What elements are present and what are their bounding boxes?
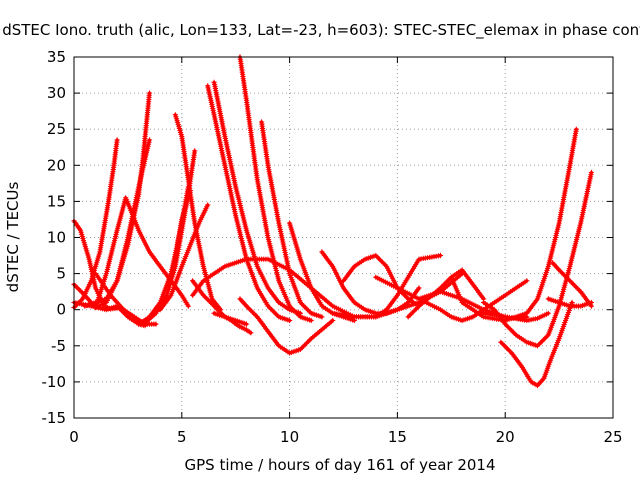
series-arc-7	[93, 271, 159, 327]
series-markers	[481, 310, 551, 324]
y-tick-label: 20	[47, 156, 66, 174]
series-arc-20	[259, 119, 325, 320]
series-arc-18	[237, 296, 336, 356]
series-arc-33	[481, 310, 551, 324]
x-tick-label: 20	[496, 428, 515, 446]
series-arc-25	[373, 274, 530, 324]
series-markers	[211, 310, 254, 336]
x-tick-label: 10	[280, 428, 299, 446]
series-arc-16	[237, 54, 314, 324]
x-tick-label: 15	[388, 428, 407, 446]
series-markers	[172, 112, 224, 313]
series-markers	[93, 271, 159, 327]
x-tick-label: 0	[69, 428, 79, 446]
series-arc-17	[211, 310, 254, 336]
y-tick-label: 35	[47, 48, 66, 66]
series-arc-30	[498, 299, 575, 389]
series-arc-10	[157, 202, 211, 313]
series-markers	[448, 126, 579, 324]
series-arc-24	[330, 252, 444, 320]
series-arc-12	[174, 188, 193, 248]
series-markers	[237, 296, 336, 356]
y-tick-label: 10	[47, 229, 66, 247]
x-tick-label: 25	[603, 428, 622, 446]
series-markers	[205, 83, 293, 324]
y-tick-label: -10	[42, 373, 67, 391]
y-tick-label: 0	[56, 301, 66, 319]
y-tick-label: 30	[47, 84, 66, 102]
axis-ticks	[73, 56, 614, 419]
data-series-layer	[71, 54, 594, 389]
y-axis-label: dSTEC / TECUs	[4, 181, 22, 292]
series-markers	[481, 169, 594, 349]
series-arc-28	[448, 126, 579, 324]
series-arc-15	[211, 79, 303, 316]
y-tick-label: 25	[47, 120, 66, 138]
x-tick-labels: 0 5 10 15 20 25	[69, 428, 622, 446]
series-markers	[71, 90, 153, 311]
chart-title: dSTEC Iono. truth (alic, Lon=133, Lat=-2…	[2, 21, 640, 40]
series-markers	[174, 188, 193, 248]
series-arc-32	[545, 296, 594, 309]
series-markers	[545, 296, 594, 309]
series-markers	[287, 220, 357, 324]
series-arc-11	[172, 112, 224, 313]
y-tick-label: 15	[47, 192, 66, 210]
y-tick-labels: -15 -10 -5 0 5 10 15 20 25 30 35	[42, 48, 67, 427]
series-line	[212, 80, 302, 315]
series-arc-29	[481, 169, 594, 349]
y-tick-label: -5	[51, 337, 66, 355]
grid-lines	[74, 57, 613, 418]
y-tick-label: 5	[56, 265, 66, 283]
series-markers	[498, 299, 575, 389]
y-tick-label: -15	[42, 409, 67, 427]
series-markers	[259, 119, 325, 320]
series-markers	[330, 252, 444, 320]
x-tick-label: 5	[177, 428, 187, 446]
x-axis-label: GPS time / hours of day 161 of year 2014	[185, 456, 496, 474]
series-arc-3	[71, 90, 153, 311]
series-arc-21	[287, 220, 357, 324]
series-markers	[211, 79, 303, 316]
